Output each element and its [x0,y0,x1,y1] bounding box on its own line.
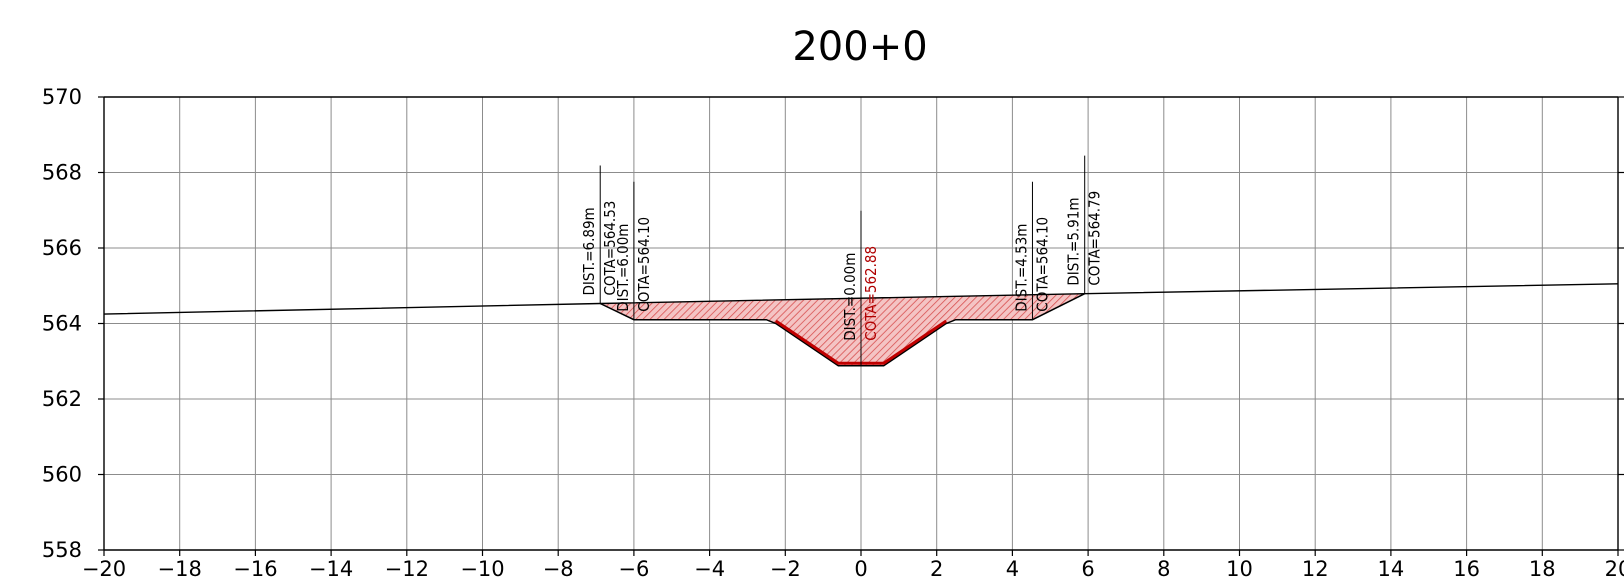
annotation-dist: DIST.=0.00m [841,253,859,341]
grid-lines [104,97,1618,550]
x-tick-label: 8 [1157,557,1170,581]
x-tick-label: −6 [618,557,649,581]
annotation-dist: DIST.=6.00m [614,224,632,312]
x-tick-label: −10 [460,557,504,581]
x-tick-label: 6 [1081,557,1094,581]
x-tick-label: 14 [1378,557,1405,581]
x-tick-label: 18 [1529,557,1556,581]
annotation-label: DIST.=6.00m COTA=564.10 [614,217,653,312]
annotation-cota: COTA=564.10 [1033,217,1051,312]
annotation-dist: DIST.=5.91m [1065,197,1083,285]
annotation-cota: COTA=564.53 [601,201,619,296]
x-tick-label: −2 [770,557,801,581]
annotation-dist: DIST.=4.53m [1012,224,1030,312]
annotation-dist: DIST.=6.89m [580,207,598,295]
x-tick-label: 2 [930,557,943,581]
annotation-label: DIST.=5.91m COTA=564.79 [1065,191,1104,286]
x-tick-label: −20 [82,557,126,581]
annotation-cota: COTA=564.79 [1086,191,1104,286]
x-tick-label: −12 [385,557,429,581]
annotation-label: DIST.=6.89m COTA=564.53 [580,201,619,296]
annotation-cota: COTA=564.10 [635,217,653,312]
x-tick-label: 10 [1226,557,1253,581]
x-axis-ticks: −20 −18 −16 −14 −12 −10 −8 −6 −4 −2 0 2 4 6 8 10 12 14 16 1… [82,550,1624,581]
cut-area [600,293,1085,366]
x-tick-label: 12 [1302,557,1329,581]
y-tick-label: 570 [42,85,82,109]
x-tick-label: 20 [1605,557,1624,581]
y-tick-label: 564 [42,312,82,336]
x-tick-label: 16 [1453,557,1480,581]
x-tick-label: −8 [543,557,574,581]
annotation-label: DIST.=0.00m COTA=562.88 [841,246,880,341]
terrain-line [103,283,1619,315]
cut-area-hatch [600,293,1085,366]
x-tick-label: 4 [1006,557,1019,581]
x-tick-label: −14 [309,557,353,581]
x-tick-label: −4 [694,557,725,581]
y-tick-label: 560 [42,463,82,487]
section-title: 200+0 [792,24,927,70]
y-tick-label: 568 [42,161,82,185]
y-tick-label: 558 [42,538,82,562]
y-axis-ticks: 570 568 566 564 562 560 558 [42,85,1624,562]
annotation-label: DIST.=4.53m COTA=564.10 [1012,217,1051,312]
x-tick-label: −16 [233,557,277,581]
x-tick-label: 0 [854,557,867,581]
annotation-cota: COTA=562.88 [862,246,880,341]
x-tick-label: −18 [158,557,202,581]
y-tick-label: 562 [42,387,82,411]
y-tick-label: 566 [42,236,82,260]
